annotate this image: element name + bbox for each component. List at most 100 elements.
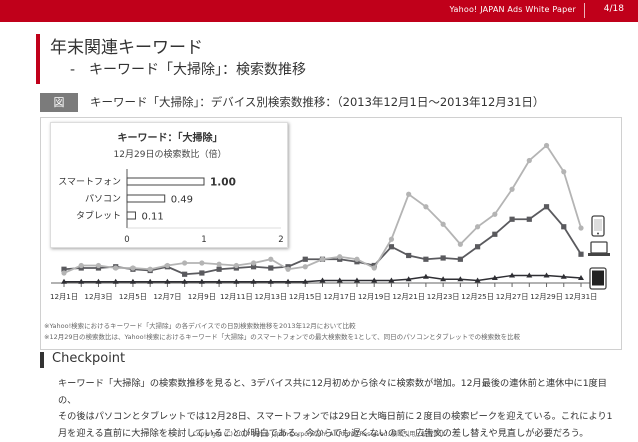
checkpoint-text: キーワード「大掃除」の検索数推移を見ると、3デバイス共に12月初めから徐々に検索… [58, 376, 618, 442]
x-tick-label: 12月27日 [496, 292, 529, 301]
series-point [147, 278, 154, 284]
series-smartphone [61, 142, 584, 276]
series-point [543, 142, 550, 149]
series-point [61, 278, 67, 284]
series-point [371, 277, 378, 283]
inset-bar [126, 194, 166, 203]
series-point [250, 278, 257, 284]
inset-category-label: パソコン [85, 194, 121, 205]
x-tick-label: 12月11日 [220, 292, 253, 301]
series-point [302, 264, 308, 270]
series-point [457, 256, 463, 262]
copyright-footer: Copyright (C) 2014 Yahoo Japan Corporati… [192, 431, 446, 438]
series-point [302, 278, 309, 284]
x-tick-label: 12月5日 [119, 292, 147, 301]
series-point [337, 254, 343, 260]
series-point [199, 260, 205, 266]
series-point [406, 252, 412, 259]
x-tick-label: 12月21日 [392, 292, 425, 301]
inset-value-label: 0.11 [141, 212, 163, 223]
series-point [199, 270, 205, 276]
series-point [336, 277, 343, 283]
series-point [492, 231, 498, 237]
tablet-icon [589, 267, 607, 290]
series-point [457, 276, 464, 282]
series-point [354, 256, 360, 262]
series-point [164, 278, 171, 284]
series-point [61, 270, 67, 276]
x-tick-label: 12月17日 [323, 292, 356, 301]
series-point [268, 265, 274, 271]
x-tick-label: 12月19日 [358, 292, 391, 301]
series-point [267, 278, 274, 284]
series-point [371, 265, 377, 271]
series-point [578, 225, 584, 231]
series-point [198, 278, 205, 284]
series-point [423, 204, 429, 210]
x-tick-label: 12月25日 [461, 292, 494, 301]
series-point [302, 256, 308, 262]
page-number: 4/18 [603, 4, 624, 14]
series-point [130, 265, 136, 271]
note-line: ※12月29日の検索数比は、Yahoo!検索におけるキーワード「大掃除」のスマー… [44, 333, 521, 341]
checkpoint-title: Checkpoint [52, 351, 126, 366]
series-point [561, 169, 567, 175]
series-point [440, 276, 447, 282]
series-point [129, 278, 136, 284]
header-bar: Yahoo! JAPAN Ads White Paper 4/18 [0, 0, 638, 22]
series-point [474, 277, 481, 283]
inset-bar [126, 177, 205, 186]
series-point [388, 236, 395, 242]
x-tick-label: 12月13日 [254, 292, 287, 301]
checkpoint-line: 月を迎える直前に大掃除を検討していることが明白である。今からでも遅くないので、広… [58, 427, 589, 439]
series-point [319, 256, 326, 262]
title-accent-bar [36, 34, 40, 84]
series-point [491, 275, 498, 280]
inset-value-label: 0.49 [171, 195, 193, 206]
series-point [405, 276, 412, 282]
series-point [250, 264, 257, 270]
series-point [61, 266, 67, 272]
series-point [526, 216, 532, 222]
laptop-icon-screen [590, 241, 608, 254]
inset-ratio-chart: キーワード：「大掃除」 12月29日の検索数比（倍） スマートフォン 1.00 パソ… [50, 122, 288, 248]
series-point [578, 275, 584, 280]
device-legend [588, 215, 610, 290]
page-subtitle: - キーワード「大掃除」：検索数推移 [70, 62, 307, 78]
series-point [319, 277, 326, 283]
series-point [440, 255, 446, 261]
x-tick-label: 12月1日 [50, 292, 78, 301]
series-point [492, 211, 498, 217]
smartphone-icon-button [597, 232, 599, 235]
series-point [526, 272, 533, 278]
x-tick-label: 12月23日 [427, 292, 460, 301]
series-point [113, 265, 119, 271]
smartphone-icon [591, 215, 605, 237]
laptop-icon-base [588, 253, 610, 256]
series-point [388, 277, 395, 283]
series-point [95, 262, 102, 269]
chart-notes: ※Yahoo!検索におけるキーワード「大掃除」の各デバイスでの日別検索数推移を2… [44, 321, 520, 343]
series-point [285, 278, 292, 284]
series-point [406, 191, 412, 197]
series-tablet [61, 272, 584, 284]
x-tick-label: 12月15日 [289, 292, 322, 301]
series-point [233, 262, 239, 269]
x-tick-label: 12月31日 [565, 292, 598, 301]
series-point [543, 204, 550, 210]
series-point [543, 272, 550, 278]
series-point [388, 244, 395, 250]
inset-x-tick-label: 2 [278, 235, 283, 245]
series-point [475, 244, 481, 250]
inset-category-label: タブレット [76, 210, 121, 222]
series-point [78, 262, 84, 269]
series-point [112, 278, 119, 284]
inset-x-tick-label: 0 [124, 235, 129, 245]
series-point [285, 266, 291, 272]
figure-caption-row: 図 キーワード「大掃除」：デバイス別検索数推移：（2013年12月1日～2013… [40, 93, 600, 113]
series-point [526, 157, 532, 164]
x-tick-label: 12月7日 [153, 292, 181, 301]
figure-title: キーワード「大掃除」：デバイス別検索数推移：（2013年12月1日～2013年1… [90, 95, 545, 109]
tablet-icon-screen [592, 270, 604, 286]
series-point [561, 224, 567, 230]
